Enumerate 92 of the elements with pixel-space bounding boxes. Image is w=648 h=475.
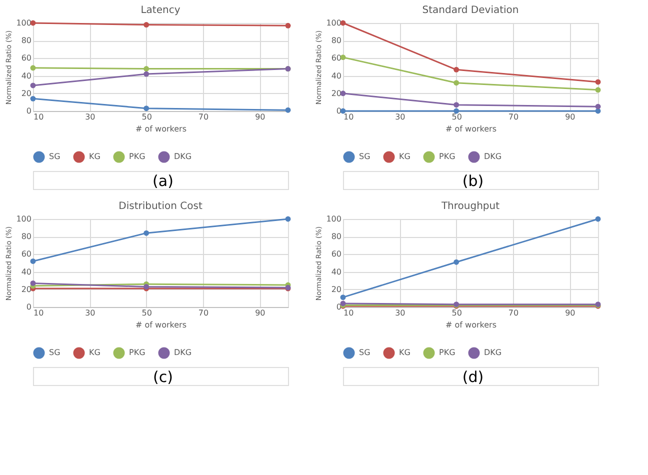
y-tick-label: 80 [21, 232, 32, 242]
x-tick-label: 50 [142, 308, 152, 318]
chart-title: Throughput [440, 201, 500, 212]
legend-label: KG [89, 348, 100, 357]
legend-label: KG [89, 152, 100, 161]
point [285, 107, 291, 113]
point [454, 66, 460, 72]
y-tick-label: 40 [21, 71, 32, 80]
legend-label: SG [49, 152, 60, 161]
x-tick-label: 90 [565, 112, 576, 122]
y-tick-label: 40 [331, 71, 342, 80]
y-tick-label: 80 [21, 36, 32, 46]
point [595, 216, 601, 222]
point [285, 22, 291, 28]
x-tick-label: 10 [34, 308, 44, 318]
y-tick-label: 40 [331, 267, 342, 276]
text: (d) [462, 368, 484, 386]
x-tick-label: 70 [508, 308, 519, 318]
point [454, 108, 460, 114]
point [595, 79, 601, 85]
point [30, 96, 36, 102]
legend-label: PKG [129, 348, 146, 357]
x-axis-title: # of workers [446, 320, 496, 330]
y-tick-label: 20 [21, 284, 32, 294]
legend-label: PKG [129, 152, 146, 161]
x-tick-label: 10 [34, 112, 44, 122]
point [144, 71, 150, 77]
x-tick-label: 10 [344, 112, 354, 122]
y-tick-label: 60 [331, 54, 342, 63]
x-tick-label: 90 [565, 308, 576, 318]
point [595, 87, 601, 93]
chart-title: Distribution Cost [118, 201, 202, 212]
point [454, 102, 460, 108]
x-tick-label: 50 [452, 308, 462, 318]
x-tick-label: 50 [452, 112, 462, 122]
point [144, 22, 150, 28]
legend-label: SG [359, 348, 370, 357]
point [340, 294, 346, 300]
x-tick-label: 50 [142, 112, 152, 122]
x-axis-title: # of workers [136, 320, 186, 330]
legend-label: DKG [484, 348, 502, 357]
y-tick-label: 0 [26, 106, 32, 116]
text: (c) [153, 368, 173, 386]
y-tick-label: 100 [326, 18, 342, 28]
legend-label: SG [49, 348, 60, 357]
point [144, 66, 150, 72]
y-tick-label: 60 [21, 250, 32, 259]
point [144, 230, 150, 236]
x-tick-label: 10 [344, 308, 354, 318]
x-tick-label: 90 [255, 112, 266, 122]
y-tick-label: 20 [331, 284, 342, 294]
point [285, 216, 291, 222]
y-tick-label: 80 [331, 36, 342, 46]
legend-label: DKG [484, 152, 502, 161]
legend-label: DKG [174, 152, 192, 161]
y-tick-label: 60 [331, 250, 342, 259]
x-tick-label: 70 [508, 112, 519, 122]
x-tick-label: 30 [395, 308, 406, 318]
x-tick-label: 70 [198, 308, 209, 318]
y-tick-label: 100 [16, 18, 32, 28]
y-tick-label: 40 [21, 267, 32, 276]
legend-label: DKG [174, 348, 192, 357]
x-tick-label: 70 [198, 112, 209, 122]
y-tick-label: 100 [326, 214, 342, 224]
text: (b) [462, 172, 484, 190]
chart-title: Latency [140, 5, 180, 16]
point [30, 65, 36, 71]
text: (a) [152, 172, 174, 190]
point [595, 104, 601, 110]
x-tick-label: 30 [85, 112, 96, 122]
x-tick-label: 90 [255, 308, 266, 318]
y-tick-label: 0 [26, 302, 32, 312]
point [144, 106, 150, 112]
y-tick-label: 60 [21, 54, 32, 63]
x-tick-label: 30 [85, 308, 96, 318]
x-tick-label: 30 [395, 112, 406, 122]
y-tick-label: 80 [331, 232, 342, 242]
point [30, 258, 36, 264]
x-axis-title: # of workers [136, 124, 186, 134]
legend-label: PKG [439, 152, 456, 161]
point [30, 280, 36, 286]
point [454, 80, 460, 86]
chart-title: Standard Deviation [422, 5, 519, 16]
point [454, 259, 460, 265]
point [30, 82, 36, 88]
y-tick-label: 100 [16, 214, 32, 224]
legend-label: KG [399, 152, 410, 161]
legend-label: SG [359, 152, 370, 161]
y-tick-label: 20 [21, 88, 32, 98]
x-axis-title: # of workers [446, 124, 496, 134]
legend-label: KG [399, 348, 410, 357]
legend-label: PKG [439, 348, 456, 357]
